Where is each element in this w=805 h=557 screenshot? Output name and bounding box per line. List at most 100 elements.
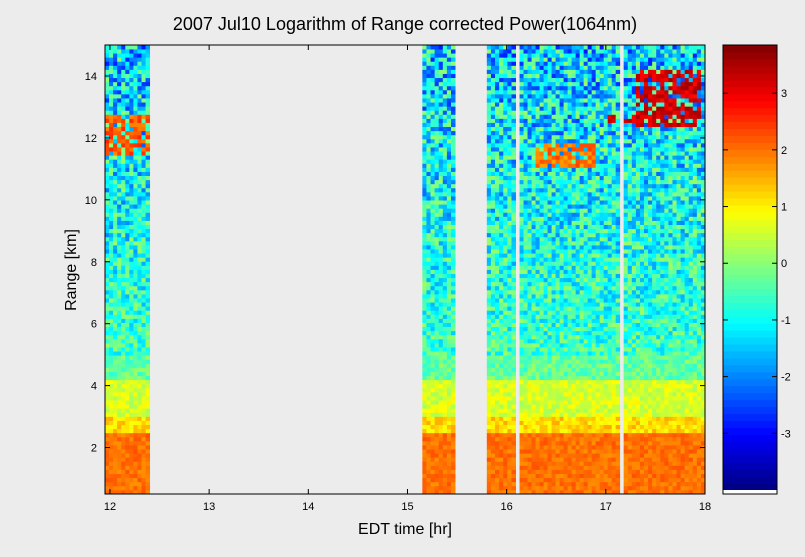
heatmap-cell [442, 363, 448, 368]
heatmap-cell [446, 445, 452, 450]
heatmap-cell [511, 216, 516, 221]
heatmap-cell [125, 469, 130, 474]
heatmap-cell [129, 485, 134, 491]
heatmap-cell [430, 326, 436, 332]
heatmap-cell [519, 273, 524, 279]
heatmap-cell [438, 412, 444, 417]
heatmap-cell [486, 98, 492, 103]
heatmap-cell [430, 253, 436, 258]
heatmap-cell [490, 69, 496, 74]
heatmap-cell [434, 102, 440, 107]
heatmap-cell [141, 93, 146, 99]
heatmap-cell [426, 224, 431, 230]
heatmap-cell [587, 281, 593, 287]
heatmap-cell [121, 469, 126, 474]
heatmap-cell [567, 387, 573, 393]
heatmap-cell [141, 367, 146, 372]
heatmap-cell [450, 351, 456, 356]
heatmap-cell [539, 371, 544, 377]
heatmap-cell [133, 347, 138, 352]
heatmap-cell [539, 293, 544, 299]
heatmap-cell [591, 420, 597, 426]
heatmap-cell [490, 208, 496, 213]
heatmap-cell [442, 412, 448, 417]
heatmap-cell [575, 73, 581, 79]
heatmap-cell [117, 379, 122, 385]
heatmap-cell [486, 183, 492, 189]
heatmap-cell [539, 412, 544, 417]
heatmap-cell [137, 93, 142, 99]
heatmap-cell [519, 485, 524, 491]
heatmap-cell [490, 400, 496, 405]
heatmap-cell [551, 289, 557, 295]
heatmap-cell [531, 159, 536, 164]
heatmap-cell [575, 85, 581, 91]
heatmap-cell [507, 428, 512, 434]
heatmap-cell [125, 289, 130, 295]
heatmap-cell [531, 49, 536, 54]
data-segment [422, 45, 456, 495]
heatmap-cell [499, 432, 504, 438]
heatmap-cell [507, 77, 512, 83]
heatmap-cell [141, 253, 146, 258]
heatmap-cell [113, 236, 118, 242]
heatmap-cell [422, 73, 427, 79]
heatmap-cell [563, 200, 569, 205]
heatmap-cell [587, 351, 593, 356]
heatmap-cell [539, 93, 544, 99]
heatmap-cell [543, 151, 548, 156]
heatmap-cell [490, 89, 496, 95]
heatmap-cell [426, 391, 431, 397]
heatmap-cell [539, 477, 544, 483]
heatmap-cell [422, 379, 427, 385]
heatmap-cell [539, 432, 544, 438]
heatmap-cell [129, 310, 134, 315]
heatmap-cell [519, 130, 524, 136]
heatmap-cell [583, 236, 589, 242]
heatmap-cell [129, 249, 134, 254]
heatmap-cell [563, 163, 569, 168]
heatmap-cell [438, 465, 444, 470]
heatmap-cell [507, 404, 512, 409]
heatmap-cell [117, 473, 122, 479]
heatmap-cell [446, 306, 452, 311]
heatmap-cell [486, 212, 492, 217]
heatmap-cell [117, 359, 122, 364]
heatmap-cell [511, 163, 516, 168]
heatmap-cell [133, 481, 138, 487]
heatmap-cell [486, 265, 492, 270]
heatmap-cell [539, 126, 544, 132]
heatmap-cell [543, 245, 548, 250]
heatmap-cell [129, 85, 134, 91]
heatmap-cell [539, 138, 544, 144]
heatmap-cell [125, 359, 130, 364]
heatmap-cell [446, 77, 452, 83]
heatmap-cell [535, 289, 540, 295]
heatmap-cell [438, 57, 444, 62]
heatmap-cell [499, 461, 504, 466]
heatmap-cell [555, 330, 561, 336]
heatmap-cell [539, 359, 544, 364]
heatmap-cell [531, 359, 536, 364]
heatmap-cell [450, 375, 456, 381]
heatmap-cell [125, 130, 130, 136]
heatmap-cell [129, 89, 134, 95]
heatmap-cell [559, 428, 565, 434]
heatmap-cell [137, 249, 142, 254]
heatmap-cell [559, 477, 565, 483]
heatmap-cell [450, 81, 456, 87]
heatmap-cell [507, 347, 512, 352]
heatmap-cell [559, 400, 565, 405]
heatmap-cell [430, 371, 436, 377]
heatmap-cell [117, 142, 122, 148]
heatmap-cell [422, 236, 427, 242]
heatmap-cell [490, 342, 496, 348]
heatmap-cell [117, 57, 122, 62]
heatmap-cell [587, 269, 593, 274]
heatmap-cell [121, 285, 126, 291]
heatmap-cell [113, 208, 118, 213]
heatmap-cell [523, 465, 528, 470]
heatmap-cell [535, 261, 540, 266]
heatmap-cell [137, 187, 142, 193]
heatmap-cell [555, 159, 561, 164]
